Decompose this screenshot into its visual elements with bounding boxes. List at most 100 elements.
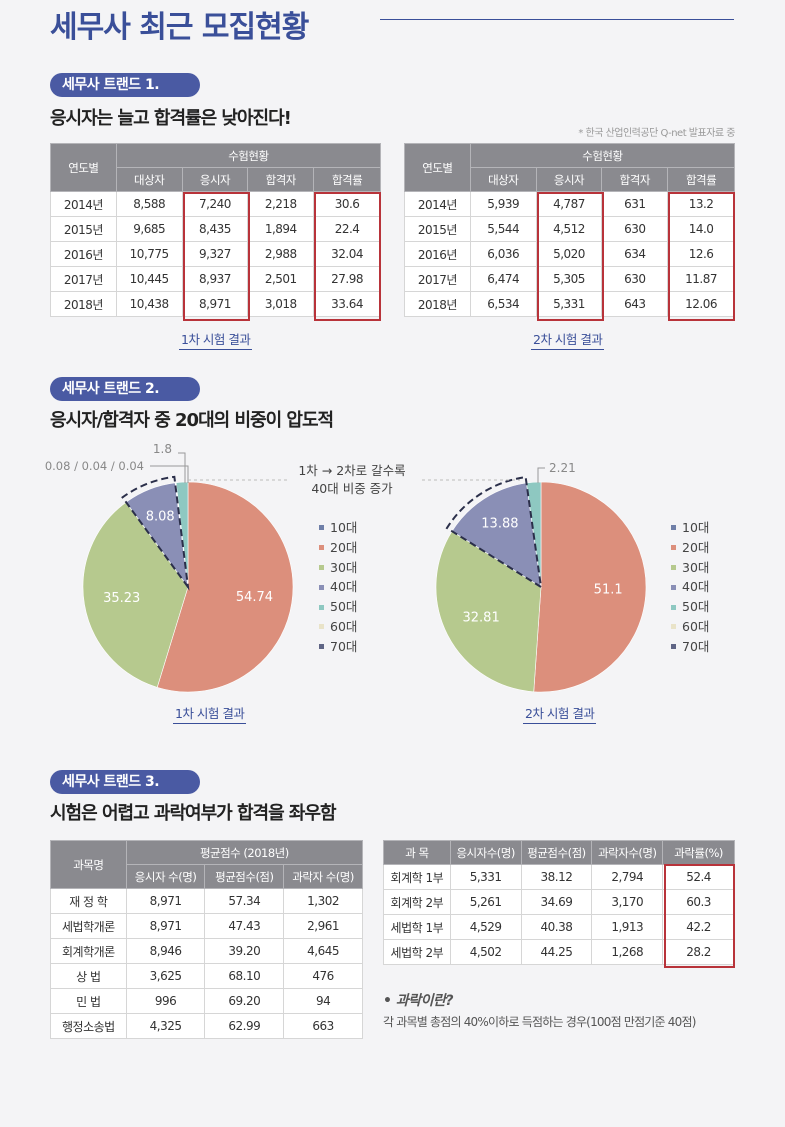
data-label-50s: 2.21 xyxy=(549,461,576,475)
table-row: 2014년 5,939 4,787 631 13.2 xyxy=(404,191,735,217)
table-cell: 42.2 xyxy=(662,914,735,940)
table-cell: 7,240 xyxy=(181,191,249,217)
table-row: 행정소송법 4,325 62.99 663 xyxy=(50,1013,363,1039)
table-cell: 8,971 xyxy=(125,888,206,914)
first-exam-caption: 1차 시험 결과 xyxy=(179,329,253,350)
table-row: 2016년 6,036 5,020 634 12.6 xyxy=(404,241,735,267)
table-cell: 2017년 xyxy=(50,266,117,292)
table-cell: 2,218 xyxy=(247,191,315,217)
legend-swatch xyxy=(319,545,324,551)
table-cell: 94 xyxy=(283,988,363,1014)
table-cell: 52.4 xyxy=(662,864,735,890)
table-cell: 33.64 xyxy=(313,291,381,317)
legend-swatch xyxy=(319,584,324,590)
first-pie-caption: 1차 시험 결과 xyxy=(173,703,247,724)
table-row: 2017년 10,445 8,937 2,501 27.98 xyxy=(50,266,381,292)
column-header: 대상자 xyxy=(115,167,183,192)
table-cell: 5,020 xyxy=(535,241,603,267)
table-cell: 4,529 xyxy=(449,914,522,940)
legend-item: 70대 xyxy=(671,637,709,657)
table-cell: 8,946 xyxy=(125,938,206,964)
legend-swatch xyxy=(671,584,676,590)
table-cell: 39.20 xyxy=(204,938,285,964)
leader-line xyxy=(150,465,189,483)
table-cell: 32.04 xyxy=(313,241,381,267)
table-cell: 634 xyxy=(601,241,669,267)
table-cell: 1,894 xyxy=(247,216,315,242)
table-cell: 3,625 xyxy=(125,963,206,989)
table-cell: 630 xyxy=(601,266,669,292)
legend-swatch xyxy=(319,564,324,570)
column-header: 합격률 xyxy=(313,167,381,192)
table-row: 2018년 6,534 5,331 643 12.06 xyxy=(404,291,735,317)
legend-label: 50대 xyxy=(330,599,358,615)
legend-item: 50대 xyxy=(671,597,709,617)
legend-item: 60대 xyxy=(319,617,357,637)
legend-swatch xyxy=(671,525,676,531)
table-cell: 8,588 xyxy=(115,191,183,217)
table-cell: 4,325 xyxy=(125,1013,206,1039)
legend-label: 10대 xyxy=(330,520,358,535)
page-title: 세무사 최근 모집현황 xyxy=(50,10,309,45)
table-cell: 5,305 xyxy=(535,266,603,292)
table-cell: 6,534 xyxy=(469,291,537,317)
table-cell: 2014년 xyxy=(50,191,117,217)
table-cell: 2,501 xyxy=(247,266,315,292)
table-cell: 476 xyxy=(283,963,363,989)
pie-slice-20대 xyxy=(533,481,647,693)
column-header: 응시자수(명) xyxy=(449,840,522,865)
column-header: 합격자 xyxy=(247,167,315,192)
table-cell: 4,502 xyxy=(449,939,522,965)
table-cell: 10,775 xyxy=(115,241,183,267)
legend-swatch xyxy=(671,564,676,570)
legend-label: 20대 xyxy=(330,539,358,555)
table-row: 세법학 2부 4,502 44.25 1,268 28.2 xyxy=(383,939,735,965)
table-cell: 5,331 xyxy=(535,291,603,317)
legend-item: 70대 xyxy=(319,637,357,657)
legend-item: 10대 xyxy=(671,518,709,538)
column-header: 대상자 xyxy=(469,167,537,192)
table-row: 2015년 5,544 4,512 630 14.0 xyxy=(404,216,735,242)
pie-highlight-40s xyxy=(121,475,190,591)
table-row: 회계학개론 8,946 39.20 4,645 xyxy=(50,938,363,964)
table-row: 세법학개론 8,971 47.43 2,961 xyxy=(50,913,363,939)
source-note: * 한국 산업인력공단 Q-net 발표자료 중 xyxy=(578,128,735,139)
trend1-headline: 응시자는 늘고 합격률은 낮아진다! xyxy=(50,108,292,129)
table-row: 2017년 6,474 5,305 630 11.87 xyxy=(404,266,735,292)
column-header: 평균점수(점) xyxy=(520,840,593,865)
legend-label: 60대 xyxy=(330,618,358,634)
table-cell: 4,645 xyxy=(283,938,363,964)
table-cell: 69.20 xyxy=(204,988,285,1014)
table-cell: 27.98 xyxy=(313,266,381,292)
first-exam-table: 연도별 수험현황 대상자 응시자 합격자 합격률 2014년 8,588 7,240 2,21… xyxy=(50,143,382,317)
header-subject: 과목명 xyxy=(50,840,127,889)
table-cell: 631 xyxy=(601,191,669,217)
second-exam-caption: 2차 시험 결과 xyxy=(531,329,605,350)
legend-swatch xyxy=(671,644,676,650)
legend-swatch xyxy=(671,624,676,630)
table-row: 2016년 10,775 9,327 2,988 32.04 xyxy=(50,241,381,267)
table-cell: 2018년 xyxy=(50,291,117,317)
column-header: 과락자 수(명) xyxy=(283,864,363,889)
table-cell: 세법학 1부 xyxy=(383,914,451,940)
table-cell: 62.99 xyxy=(204,1013,285,1039)
note-bg xyxy=(290,462,420,498)
header-year: 연도별 xyxy=(50,143,117,192)
data-label: 35.23 xyxy=(103,591,140,606)
trend3-badge: 세무사 트랜드 3. xyxy=(50,770,200,794)
table-cell: 1,268 xyxy=(591,939,664,965)
subject-score-table: 과목명 평균점수 (2018년) 응시자 수(명) 평균점수(점) 과락자 수(명) … xyxy=(50,840,364,1039)
table-cell: 2,988 xyxy=(247,241,315,267)
legend-label: 10대 xyxy=(682,520,710,535)
table-cell: 8,937 xyxy=(181,266,249,292)
table-cell: 60.3 xyxy=(662,889,735,915)
legend-item: 60대 xyxy=(671,617,709,637)
table-cell: 68.10 xyxy=(204,963,285,989)
table-cell: 6,474 xyxy=(469,266,537,292)
table-cell: 643 xyxy=(601,291,669,317)
table-cell: 996 xyxy=(125,988,206,1014)
table-cell: 10,438 xyxy=(115,291,183,317)
column-header: 과 목 xyxy=(383,840,451,865)
table-cell: 2017년 xyxy=(404,266,471,292)
table-cell: 9,685 xyxy=(115,216,183,242)
